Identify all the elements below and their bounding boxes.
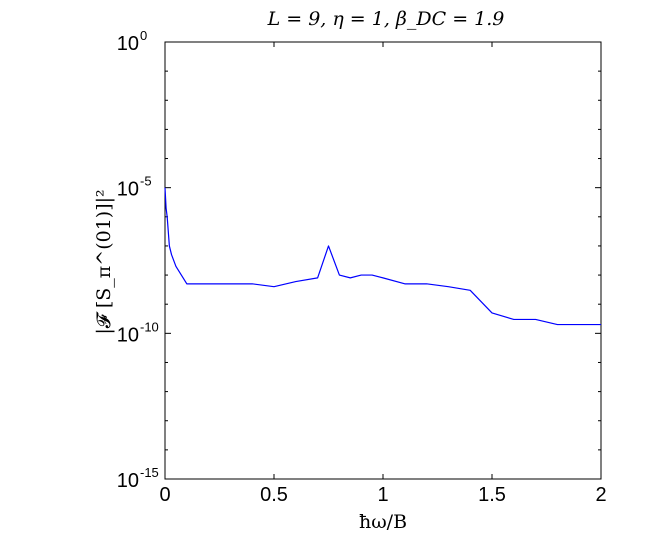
y-tick-label-exponent: -10	[140, 319, 159, 334]
y-axis-label: |𝓕 [S_π^(01)]|²	[93, 189, 115, 334]
x-tick-label: 2	[595, 484, 606, 506]
x-tick-label: 1	[377, 484, 388, 506]
plot-area	[164, 41, 602, 480]
series-line	[164, 187, 601, 326]
series-layer	[164, 187, 601, 326]
chart-title: L = 9, η = 1, β_DC = 1.9	[267, 8, 505, 30]
y-tick-label-exponent: 0	[140, 28, 147, 43]
y-tick-label: 10	[117, 324, 139, 346]
y-tick-label: 10	[117, 470, 139, 492]
x-tick-label: 0.5	[260, 484, 288, 506]
x-axis-label: ħω/B	[359, 511, 407, 533]
y-tick-label: 10	[117, 179, 139, 201]
y-tick-label: 10	[117, 33, 139, 55]
y-tick-label-exponent: -5	[140, 174, 152, 189]
x-tick-label: 1.5	[478, 484, 506, 506]
x-tick-label: 0	[159, 484, 170, 506]
y-tick-label-exponent: -15	[140, 465, 159, 480]
